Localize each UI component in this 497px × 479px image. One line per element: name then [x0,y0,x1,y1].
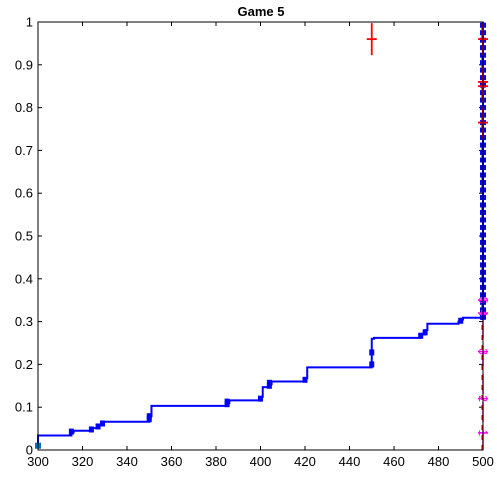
x-tick-label: 460 [383,454,405,469]
step-square-marker [422,329,428,336]
step-square-marker [95,423,101,430]
y-tick-label: 0.4 [15,271,33,286]
x-tick-label: 440 [339,454,361,469]
step-square-marker [369,349,375,356]
step-square-marker [458,317,464,324]
axes-box [37,21,484,451]
ticks: 300 320 340 360 380 400 420 440 460 480 500 0 0.1 0.2… [15,15,494,470]
x-tick-label: 400 [250,454,272,469]
y-tick-label: 0.8 [15,100,33,115]
y-tick-label: 0.6 [15,186,33,201]
step-square-marker [302,376,308,383]
step-square-marker [68,428,74,435]
y-tick-label: 0.3 [15,314,33,329]
step-square-marker [146,413,152,420]
x-tick-label: 480 [428,454,450,469]
x-tick-label: 420 [294,454,316,469]
x-tick-label: 340 [116,454,138,469]
y-tick-label: 0.7 [15,143,33,158]
x-tick-label: 380 [205,454,227,469]
y-tick-label: 0.1 [15,400,33,415]
axes [37,21,484,451]
y-tick-label: 0 [26,443,33,458]
step-square-marker [88,426,94,433]
step-square-marker [100,420,106,427]
x-tick-label: 320 [72,454,94,469]
y-tick-label: 0.9 [15,57,33,72]
step-square-marker [418,332,424,339]
step-square-marker [266,379,272,386]
y-tick-label: 0.2 [15,357,33,372]
chart-title: Game 5 [238,4,285,19]
step-square-marker [258,395,263,402]
step-square-marker [224,398,230,405]
y-tick-label: 0.5 [15,229,33,244]
y-tick-label: 1 [26,15,33,30]
step-square-marker [369,361,375,368]
x-tick-label: 300 [27,454,49,469]
x-tick-label: 360 [161,454,183,469]
x-tick-label: 500 [472,454,494,469]
